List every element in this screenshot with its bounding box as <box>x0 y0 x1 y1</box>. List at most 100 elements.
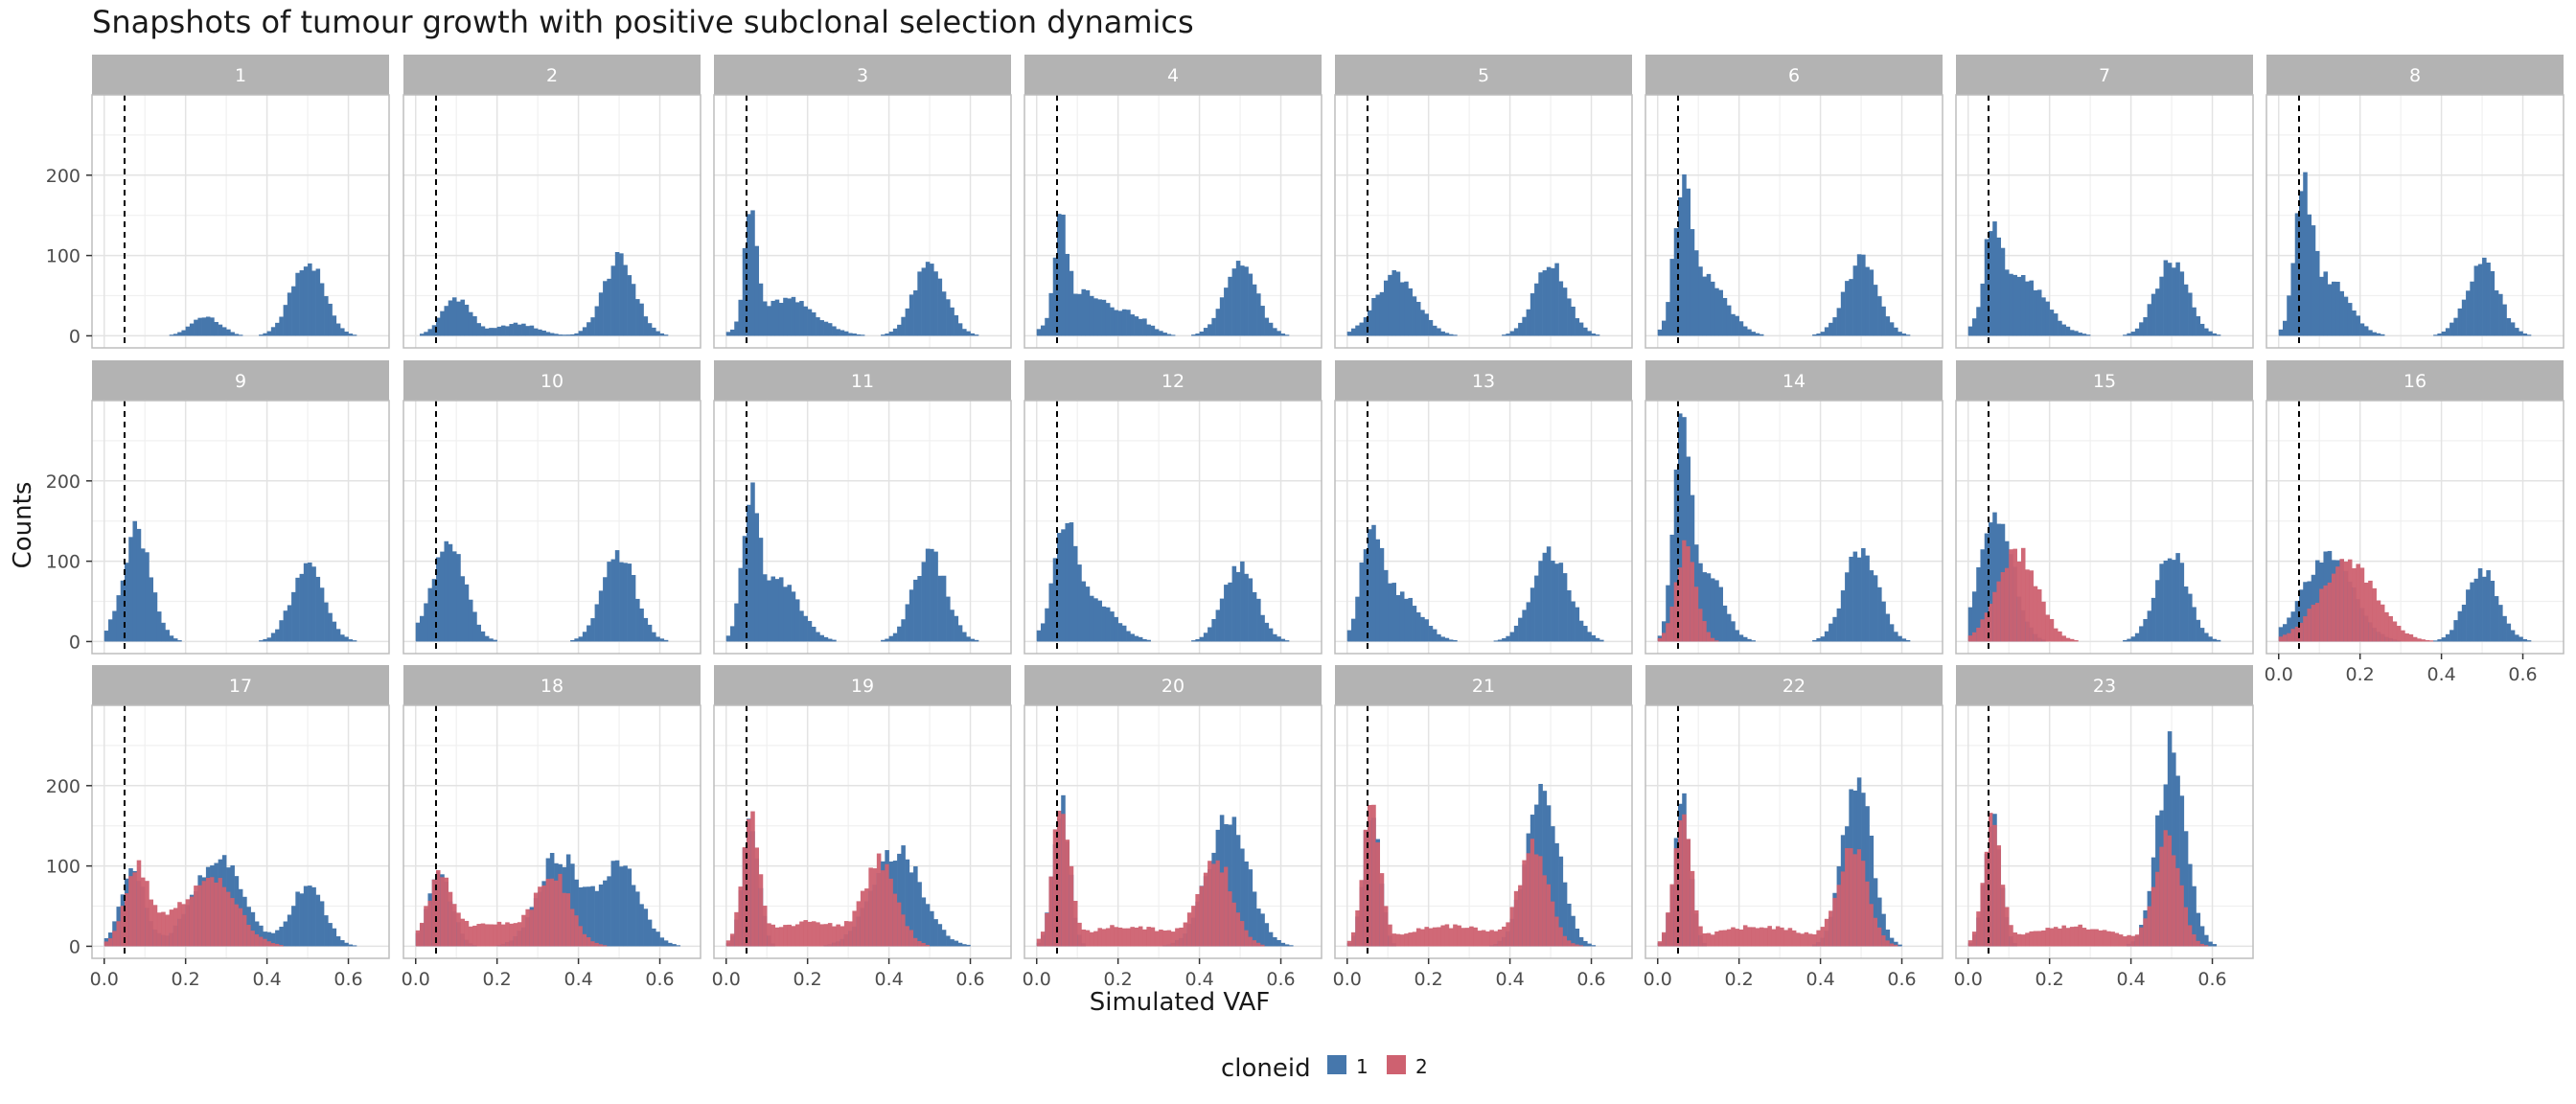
histogram-bar-clone-2 <box>1150 927 1156 947</box>
panel-border <box>1955 94 2254 349</box>
histogram-bar-clone-1 <box>570 863 575 947</box>
x-tick-label: 0.0 <box>1333 969 1362 990</box>
histogram-bar-clone-1 <box>885 638 889 642</box>
histogram-bar-clone-2 <box>201 881 207 947</box>
histogram-bar-clone-1 <box>921 562 927 642</box>
histogram-bar-clone-2 <box>1489 930 1494 947</box>
histogram-bar-clone-1 <box>1901 638 1907 642</box>
histogram-bar-clone-1 <box>1203 632 1208 642</box>
histogram-bar-clone-1 <box>2441 331 2447 336</box>
histogram-bar-clone-2 <box>1885 940 1891 947</box>
histogram-bar-clone-1 <box>332 315 337 336</box>
histogram-bar-clone-2 <box>1832 897 1837 947</box>
histogram-bar-clone-1 <box>1195 334 1200 336</box>
histogram-bar-clone-1 <box>1722 605 1728 642</box>
histogram-bar-clone-1 <box>1849 279 1853 336</box>
histogram-bar-clone-1 <box>311 270 316 336</box>
histogram-bar-clone-1 <box>1534 283 1539 336</box>
histogram-bar-clone-2 <box>1208 861 1212 947</box>
histogram-bar-clone-1 <box>1280 638 1286 642</box>
histogram-bar-clone-2 <box>194 886 198 947</box>
facet-strip-label: 15 <box>2093 371 2116 392</box>
histogram-bar-clone-1 <box>734 321 739 336</box>
y-tick-label: 200 <box>46 166 80 187</box>
histogram-bar-clone-2 <box>1460 928 1466 947</box>
histogram-bar-clone-1 <box>1395 271 1401 336</box>
histogram-bar-clone-1 <box>2134 328 2140 336</box>
histogram-bar-clone-1 <box>263 638 267 642</box>
histogram-bar-clone-1 <box>2372 332 2377 336</box>
histogram-bar-clone-1 <box>1747 638 1752 642</box>
histogram-bar-clone-2 <box>2352 567 2357 642</box>
histogram-bar-clone-1 <box>1976 307 1981 336</box>
histogram-bar-clone-1 <box>823 321 829 336</box>
histogram-bar-clone-2 <box>1248 936 1254 947</box>
histogram-bar-clone-1 <box>950 610 954 642</box>
histogram-bar-clone-2 <box>1437 927 1441 947</box>
histogram-bar-clone-2 <box>1235 912 1241 947</box>
histogram-bar-clone-1 <box>472 315 477 336</box>
histogram-bar-clone-1 <box>1534 575 1539 642</box>
histogram-bar-clone-2 <box>476 924 481 947</box>
histogram-bar-clone-2 <box>2009 925 2013 947</box>
histogram-bar-clone-2 <box>762 906 768 947</box>
histogram-bar-clone-2 <box>1780 927 1784 947</box>
histogram-bar-clone-1 <box>1554 564 1559 642</box>
histogram-bar-clone-2 <box>1877 927 1882 947</box>
histogram-bar-clone-1 <box>435 317 441 336</box>
histogram-bar-clone-2 <box>888 878 894 947</box>
histogram-bar-clone-2 <box>1731 927 1736 947</box>
histogram-bar-clone-1 <box>2290 611 2296 642</box>
histogram-bar-clone-2 <box>1056 810 1062 947</box>
histogram-bar-clone-2 <box>1865 881 1870 947</box>
facet-strip <box>1956 360 2253 401</box>
legend-label: 2 <box>1415 1055 1428 1078</box>
histogram-bar-clone-1 <box>1599 639 1604 642</box>
histogram-bar-clone-1 <box>476 323 481 336</box>
histogram-bar-clone-1 <box>1506 334 1510 336</box>
histogram-bar-clone-1 <box>1666 585 1670 642</box>
x-tick-label: 0.4 <box>1495 969 1524 990</box>
histogram-bar-clone-2 <box>799 921 804 947</box>
histogram-bar-clone-1 <box>586 322 591 336</box>
histogram-bar-clone-1 <box>2323 271 2328 336</box>
histogram-bar-clone-1 <box>431 325 437 336</box>
histogram-bar-clone-1 <box>1869 570 1874 642</box>
histogram-bar-clone-1 <box>1881 913 1886 947</box>
histogram-bar-clone-2 <box>738 886 744 947</box>
histogram-bar-clone-2 <box>1881 934 1886 947</box>
legend: cloneid 1 2 <box>1221 1054 1428 1083</box>
histogram-bar-clone-1 <box>2199 628 2205 642</box>
histogram-bar-clone-2 <box>2065 637 2071 642</box>
histogram-bar-clone-1 <box>1440 331 1445 336</box>
legend-title: cloneid <box>1221 1054 1311 1083</box>
histogram-bar-clone-1 <box>937 575 943 642</box>
histogram-bar-clone-1 <box>1583 940 1588 947</box>
histogram-bar-clone-1 <box>210 317 215 336</box>
histogram-bar-clone-1 <box>1166 334 1172 336</box>
histogram-bar-clone-1 <box>957 625 963 642</box>
histogram-bar-clone-2 <box>885 863 889 947</box>
histogram-bar-clone-1 <box>1538 272 1543 336</box>
histogram-bar-clone-2 <box>2339 559 2344 642</box>
histogram-bar-clone-1 <box>913 290 918 336</box>
histogram-bar-clone-1 <box>1865 806 1870 947</box>
histogram-bar-clone-2 <box>917 941 922 947</box>
histogram-bar-clone-2 <box>2012 932 2017 947</box>
histogram-bar-clone-2 <box>1984 851 1990 947</box>
facet-strip-label: 16 <box>2404 371 2426 392</box>
histogram-bar-clone-1 <box>647 919 653 947</box>
histogram-bar-clone-2 <box>205 877 211 947</box>
histogram-bar-clone-1 <box>1575 318 1580 336</box>
histogram-bar-clone-2 <box>2029 570 2034 642</box>
histogram-bar-clone-1 <box>1268 932 1274 947</box>
histogram-bar-clone-2 <box>1980 883 1986 947</box>
histogram-bar-clone-2 <box>230 898 235 947</box>
histogram-bar-clone-2 <box>1873 917 1878 947</box>
histogram-bar-clone-1 <box>594 604 600 642</box>
histogram-bar-clone-2 <box>1408 932 1413 947</box>
histogram-bar-clone-1 <box>639 904 644 947</box>
histogram-bar-clone-2 <box>1252 940 1257 947</box>
histogram-bar-clone-1 <box>1395 594 1401 642</box>
histogram-bar-clone-2 <box>1105 928 1111 947</box>
